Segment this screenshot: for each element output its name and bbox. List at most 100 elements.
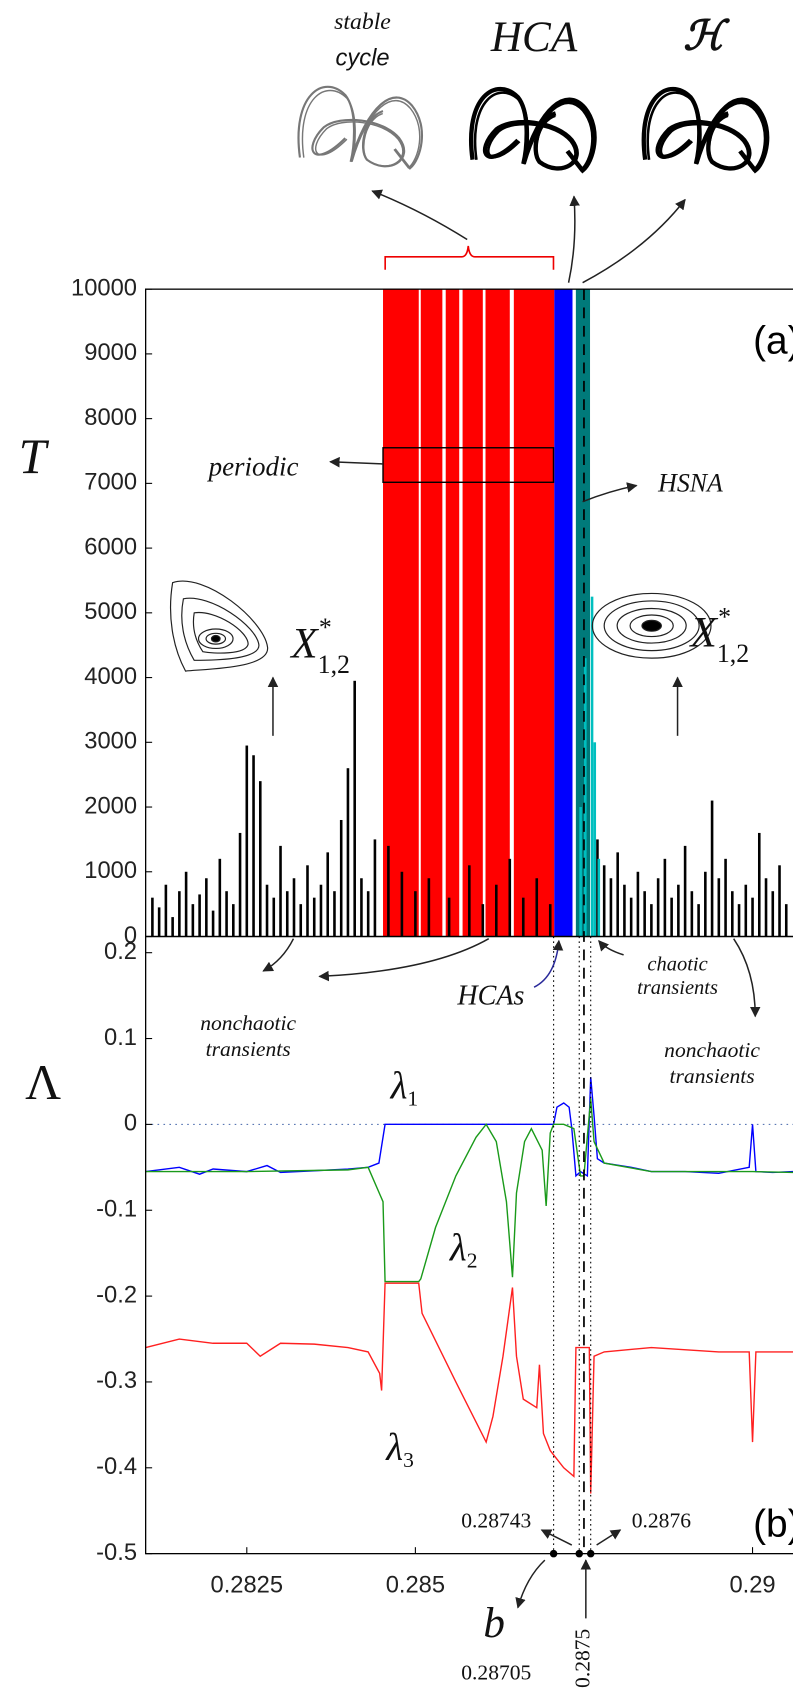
bar [319, 884, 323, 937]
annotation: HSNA [657, 468, 723, 497]
bar [597, 858, 601, 937]
bar [299, 904, 303, 937]
bar [387, 845, 390, 937]
bar [366, 891, 370, 937]
bar [481, 904, 485, 937]
series-label-symbol: λ [390, 1065, 408, 1108]
y-axis-label: Λ [25, 1055, 61, 1110]
arrow [567, 195, 580, 283]
annotation: HCAs [456, 980, 524, 1011]
bar [764, 878, 768, 937]
bar [629, 897, 633, 937]
annotation: transients [637, 977, 718, 999]
bar [252, 755, 255, 937]
bar [636, 871, 640, 937]
bar [258, 781, 262, 937]
region [513, 289, 555, 937]
arrow [371, 189, 468, 241]
bar [225, 891, 228, 937]
series-label-symbol: λ [385, 1426, 403, 1469]
arrow [329, 456, 384, 468]
bar [339, 819, 343, 937]
y-axis-label: T [19, 429, 50, 484]
bar [771, 891, 775, 937]
y-tick-label: 7000 [84, 470, 137, 496]
bar [535, 878, 539, 937]
bar [164, 884, 168, 937]
arrow [262, 938, 295, 972]
panel-label: (b) [753, 1503, 793, 1546]
bar [468, 865, 471, 937]
arrow [515, 1559, 546, 1609]
x-tick-label: 0.2825 [211, 1572, 284, 1598]
bar [333, 891, 336, 937]
bar [218, 858, 222, 937]
lambda-line [145, 1077, 793, 1178]
bar [784, 904, 788, 937]
arrow [318, 938, 490, 982]
series-label-sub: 1 [407, 1086, 418, 1110]
bar [697, 904, 700, 937]
arrow [596, 1529, 622, 1546]
bar [157, 907, 161, 937]
bar [245, 745, 249, 937]
annotation: transients [206, 1037, 291, 1061]
arrow [733, 938, 761, 1018]
bar [306, 865, 309, 937]
annotation: chaotic [647, 953, 707, 975]
bar [717, 878, 721, 937]
brace [384, 245, 555, 270]
region [554, 289, 573, 937]
bar [353, 680, 356, 937]
bar [292, 878, 296, 937]
arrow [582, 482, 638, 503]
y-tick-label: 0.2 [104, 939, 137, 965]
bar [151, 897, 154, 937]
bar [400, 871, 404, 937]
bar [184, 871, 188, 937]
bar [751, 897, 754, 937]
bar [778, 865, 781, 937]
annotation-text: 1,2 [717, 639, 749, 668]
region [485, 289, 510, 937]
bar [584, 658, 587, 937]
bar [731, 891, 734, 937]
marker-label: 0.28743 [461, 1508, 531, 1532]
bar [690, 891, 694, 937]
bar [744, 884, 748, 937]
y-tick-label: 4000 [84, 664, 137, 690]
axes-frame-b [145, 935, 793, 1555]
y-tick-label: 1000 [84, 858, 137, 884]
marker-label: 0.28705 [461, 1660, 531, 1684]
bar [238, 832, 242, 937]
inset-h: ℋ [644, 11, 767, 170]
y-tick-label: 9000 [84, 340, 137, 366]
bar [677, 884, 680, 937]
y-tick-label: -0.2 [96, 1282, 137, 1308]
bar [312, 897, 316, 937]
region [445, 289, 460, 937]
inset-fixed-point [591, 592, 712, 659]
bar [211, 910, 215, 937]
bar [643, 891, 646, 937]
series-label-symbol: λ [449, 1226, 467, 1269]
y-tick-label: -0.5 [96, 1540, 137, 1566]
annotation: periodic [207, 452, 299, 482]
bar [590, 596, 594, 937]
bar [346, 768, 350, 937]
annotation-text: X [289, 620, 319, 667]
lambda-line [145, 1098, 793, 1283]
series-label-sub: 2 [467, 1248, 478, 1272]
bar [265, 884, 269, 937]
lambda-line [145, 1282, 793, 1494]
region [462, 289, 483, 937]
inset-label: ℋ [683, 11, 730, 59]
series-label: λ2 [449, 1226, 478, 1272]
bar [663, 858, 667, 937]
annotation: transients [670, 1064, 755, 1088]
bar [232, 904, 235, 937]
annotation-text: 1,2 [318, 650, 350, 679]
y-tick-label: 3000 [84, 729, 137, 755]
series-label: λ1 [390, 1065, 419, 1111]
